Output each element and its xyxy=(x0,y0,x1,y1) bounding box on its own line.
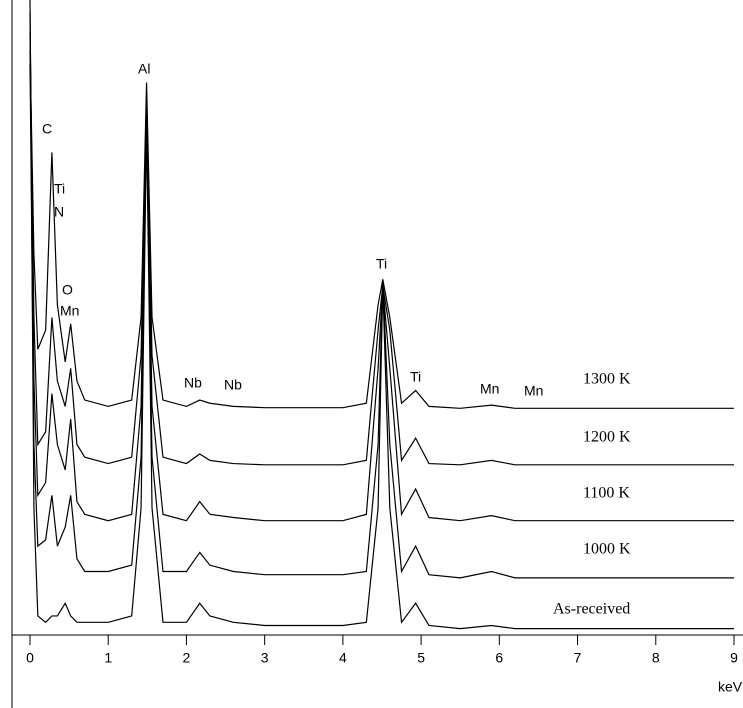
x-tick-label: 2 xyxy=(183,650,191,666)
peak-label: C xyxy=(42,121,52,137)
peak-label: Al xyxy=(138,61,150,77)
peak-label: Mn xyxy=(524,383,543,399)
x-tick-label: 4 xyxy=(339,650,347,666)
peak-label: Ti xyxy=(410,369,421,385)
spectrum-line xyxy=(29,50,734,409)
spectrum-line xyxy=(29,31,734,466)
x-tick-label: 8 xyxy=(652,650,660,666)
x-tick-label: 6 xyxy=(495,650,503,666)
x-tick-label: 5 xyxy=(417,650,425,666)
peak-label: Mn xyxy=(480,381,499,397)
peak-label: Mn xyxy=(60,303,79,319)
x-tick-label: 3 xyxy=(261,650,269,666)
peak-label: Ti xyxy=(376,256,387,272)
spectrum-line xyxy=(29,63,734,579)
x-tick-label: 7 xyxy=(574,650,582,666)
x-axis-label: keV xyxy=(718,679,743,695)
series-label: 1300 K xyxy=(583,371,631,388)
series-label: 1000 K xyxy=(583,541,631,558)
series-label: 1100 K xyxy=(583,485,630,502)
x-tick-label: 9 xyxy=(730,650,738,666)
series-label: As-received xyxy=(553,601,630,618)
x-tick-label: 0 xyxy=(26,650,34,666)
series-label: 1200 K xyxy=(583,429,631,446)
peak-label: Nb xyxy=(224,377,242,393)
x-tick-label: 1 xyxy=(104,650,112,666)
peak-label: Nb xyxy=(184,375,202,391)
spectrum-line xyxy=(29,0,734,630)
peak-label: Ti xyxy=(54,181,65,197)
spectrum-line xyxy=(29,12,734,522)
peak-label: N xyxy=(54,204,64,220)
peak-label: O xyxy=(62,282,73,298)
